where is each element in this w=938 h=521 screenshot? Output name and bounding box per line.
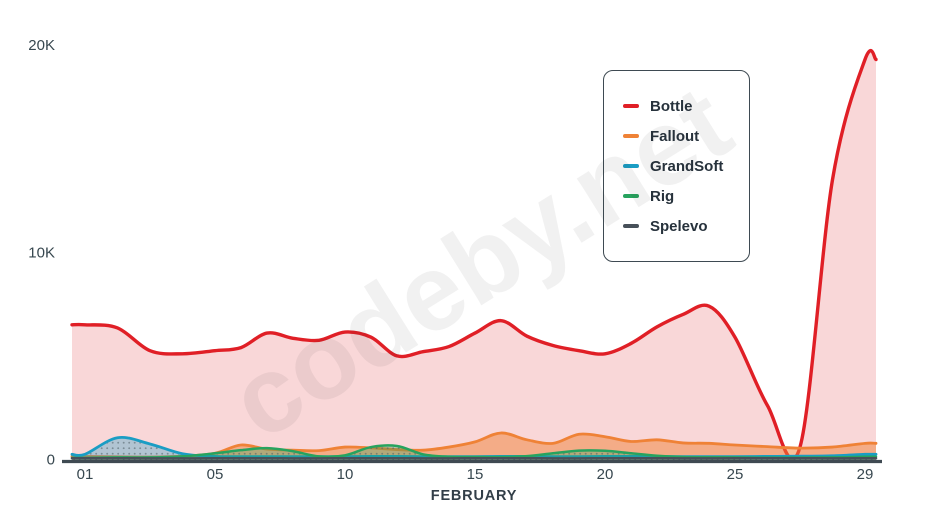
x-tick-label: 01 xyxy=(77,466,94,483)
legend-marker-bottle xyxy=(623,104,639,108)
x-tick-label: 15 xyxy=(467,466,484,483)
series-bottle xyxy=(70,49,878,461)
legend-label: Spelevo xyxy=(650,217,708,235)
y-tick-label: 10K xyxy=(28,244,55,261)
bottle-area xyxy=(72,50,876,461)
legend-marker-fallout xyxy=(623,134,639,138)
legend-item-fallout[interactable]: Fallout xyxy=(623,128,749,145)
y-tick-label: 0 xyxy=(47,452,55,469)
x-tick-label: 10 xyxy=(337,466,354,483)
legend-label: GrandSoft xyxy=(650,157,724,175)
legend-label: Rig xyxy=(650,187,675,205)
x-axis-title: FEBRUARY xyxy=(431,488,517,504)
legend-label: Bottle xyxy=(650,97,693,115)
legend-item-rig[interactable]: Rig xyxy=(623,188,749,205)
x-tick-label: 29 xyxy=(857,466,874,483)
x-tick-label: 25 xyxy=(727,466,744,483)
x-tick-label: 20 xyxy=(597,466,614,483)
legend-marker-rig xyxy=(623,194,639,198)
legend: Bottle Fallout GrandSoft Rig Spelevo xyxy=(603,70,750,262)
legend-label: Fallout xyxy=(650,127,700,145)
legend-item-bottle[interactable]: Bottle xyxy=(623,98,749,115)
y-tick-label: 20K xyxy=(28,37,55,54)
bottle-line xyxy=(70,49,878,461)
legend-item-grandsoft[interactable]: GrandSoft xyxy=(623,158,749,175)
legend-marker-spelevo xyxy=(623,224,639,228)
legend-item-spelevo[interactable]: Spelevo xyxy=(623,218,749,235)
legend-marker-grandsoft xyxy=(623,164,639,168)
x-tick-label: 05 xyxy=(207,466,224,483)
